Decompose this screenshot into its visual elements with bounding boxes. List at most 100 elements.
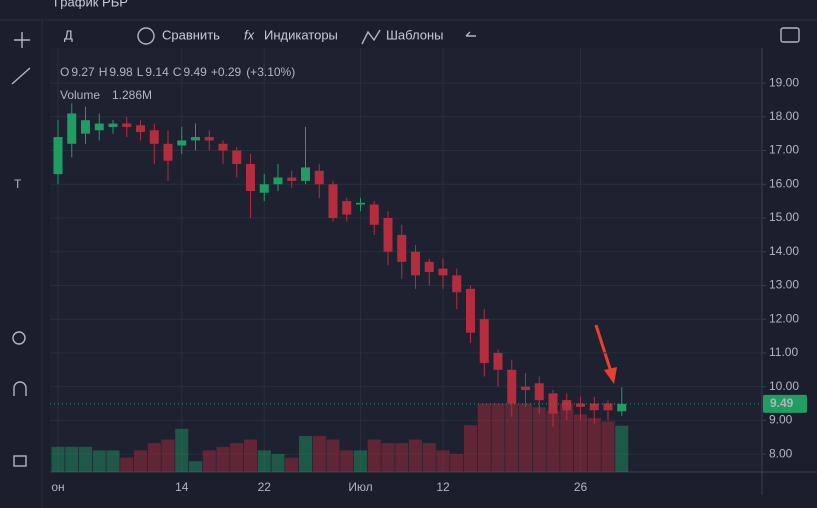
- lock-tool[interactable]: [13, 455, 27, 467]
- candle-body: [259, 184, 269, 193]
- candle-body: [67, 113, 77, 144]
- volume-bar: [615, 425, 629, 472]
- last-price-tag: [763, 394, 807, 413]
- volume-bar: [436, 450, 450, 472]
- y-tick-label: 8.00: [769, 446, 793, 460]
- candle-body: [177, 140, 187, 146]
- candle-body: [342, 201, 352, 215]
- crosshair-tool[interactable]: [14, 32, 30, 48]
- y-tick-label: 10.00: [769, 379, 799, 393]
- y-tick-label: 16.00: [769, 176, 799, 190]
- candle-body: [411, 251, 420, 276]
- annotation-arrow: [594, 324, 614, 376]
- candle-body: [232, 150, 242, 165]
- x-tick-label: он: [51, 480, 64, 494]
- candle-body: [397, 234, 407, 262]
- y-tick-label: 13.00: [769, 278, 799, 292]
- text-tool[interactable]: T: [14, 177, 22, 191]
- volume-bar: [134, 450, 147, 472]
- legend-key: H: [99, 65, 108, 79]
- volume-bar: [202, 450, 216, 472]
- volume-bar: [587, 418, 601, 472]
- templates-icon: [361, 29, 381, 45]
- compare-icon: [137, 27, 155, 45]
- window-title: График РБР: [54, 0, 128, 9]
- volume-bar: [450, 454, 464, 472]
- volume-bar: [312, 436, 326, 472]
- legend-change: +0.29: [211, 65, 242, 79]
- line-tool[interactable]: [11, 67, 31, 85]
- candle-body: [576, 403, 585, 407]
- interval-button[interactable]: Д: [64, 27, 73, 42]
- volume-bar: [189, 461, 202, 472]
- screenshot-button[interactable]: [780, 27, 800, 43]
- volume-bar: [340, 450, 354, 472]
- ohlc-legend: O 9.27 H 9.98 L 9.14 C 9.49 +0.29 (+3.10%) Volume 1…: [60, 65, 295, 102]
- volume-bar: [257, 450, 271, 472]
- templates-button[interactable]: Шаблоны: [386, 27, 444, 42]
- y-tick-label: 15.00: [769, 210, 799, 224]
- candle-body: [424, 261, 434, 272]
- candle-body: [163, 143, 173, 161]
- volume-bar: [216, 446, 230, 472]
- candle-body: [479, 319, 489, 364]
- volume-value: 1.286M: [112, 88, 152, 102]
- candle-body: [53, 137, 63, 175]
- candle-body: [617, 403, 627, 412]
- volume-bar: [65, 446, 79, 472]
- volume-bar: [147, 443, 161, 472]
- legend-change-percent: (+3.10%): [246, 65, 295, 79]
- legend-key: C: [173, 65, 182, 79]
- volume-bar: [161, 439, 175, 472]
- legend-key: O: [60, 65, 69, 79]
- y-tick-label: 18.00: [769, 109, 799, 123]
- candle-body: [548, 393, 558, 414]
- x-tick-label: 14: [175, 480, 189, 494]
- candle-body: [383, 218, 393, 252]
- volume-bar: [326, 439, 340, 472]
- fx-icon: fx: [244, 27, 255, 42]
- volume-bar: [519, 403, 532, 472]
- legend-value: 9.98: [109, 65, 133, 79]
- volume-bar: [79, 446, 92, 472]
- volume-bar: [175, 428, 189, 472]
- candle-body: [273, 177, 283, 185]
- y-tick-label: 17.00: [769, 143, 799, 157]
- candle-body: [562, 400, 572, 411]
- zoom-tool[interactable]: [12, 331, 26, 345]
- y-tick-label: 9.00: [769, 413, 793, 427]
- volume-bar: [464, 425, 477, 472]
- volume-bar: [560, 403, 574, 472]
- volume-bar: [574, 414, 587, 472]
- volume-bar: [381, 443, 395, 472]
- volume-bar: [546, 410, 560, 472]
- volume-bar: [92, 450, 106, 472]
- y-tick-label: 14.00: [769, 244, 799, 258]
- x-tick-label: 26: [574, 480, 588, 494]
- volume-bar: [354, 450, 367, 472]
- candle-body: [452, 275, 462, 293]
- magnet-tool[interactable]: [13, 381, 27, 396]
- candle-body: [108, 123, 118, 127]
- candle-body: [507, 369, 517, 404]
- undo-button[interactable]: [465, 31, 476, 37]
- x-tick-label: 12: [436, 480, 450, 494]
- volume-bar: [395, 443, 409, 472]
- candle-body: [521, 386, 530, 391]
- candle-body: [246, 164, 255, 192]
- candle-body: [356, 202, 365, 205]
- volume-bar: [230, 443, 244, 472]
- volume-bar: [477, 403, 491, 472]
- volume-bar: [120, 457, 134, 472]
- candle-body: [136, 125, 145, 132]
- legend-key: L: [137, 65, 144, 79]
- candle-body: [493, 352, 503, 370]
- volume-bar: [106, 450, 120, 472]
- volume-bar: [285, 457, 299, 472]
- candle-body: [191, 137, 200, 141]
- candle-body: [287, 177, 297, 181]
- compare-button[interactable]: Сравнить: [162, 27, 220, 42]
- indicators-button[interactable]: Индикаторы: [264, 27, 338, 42]
